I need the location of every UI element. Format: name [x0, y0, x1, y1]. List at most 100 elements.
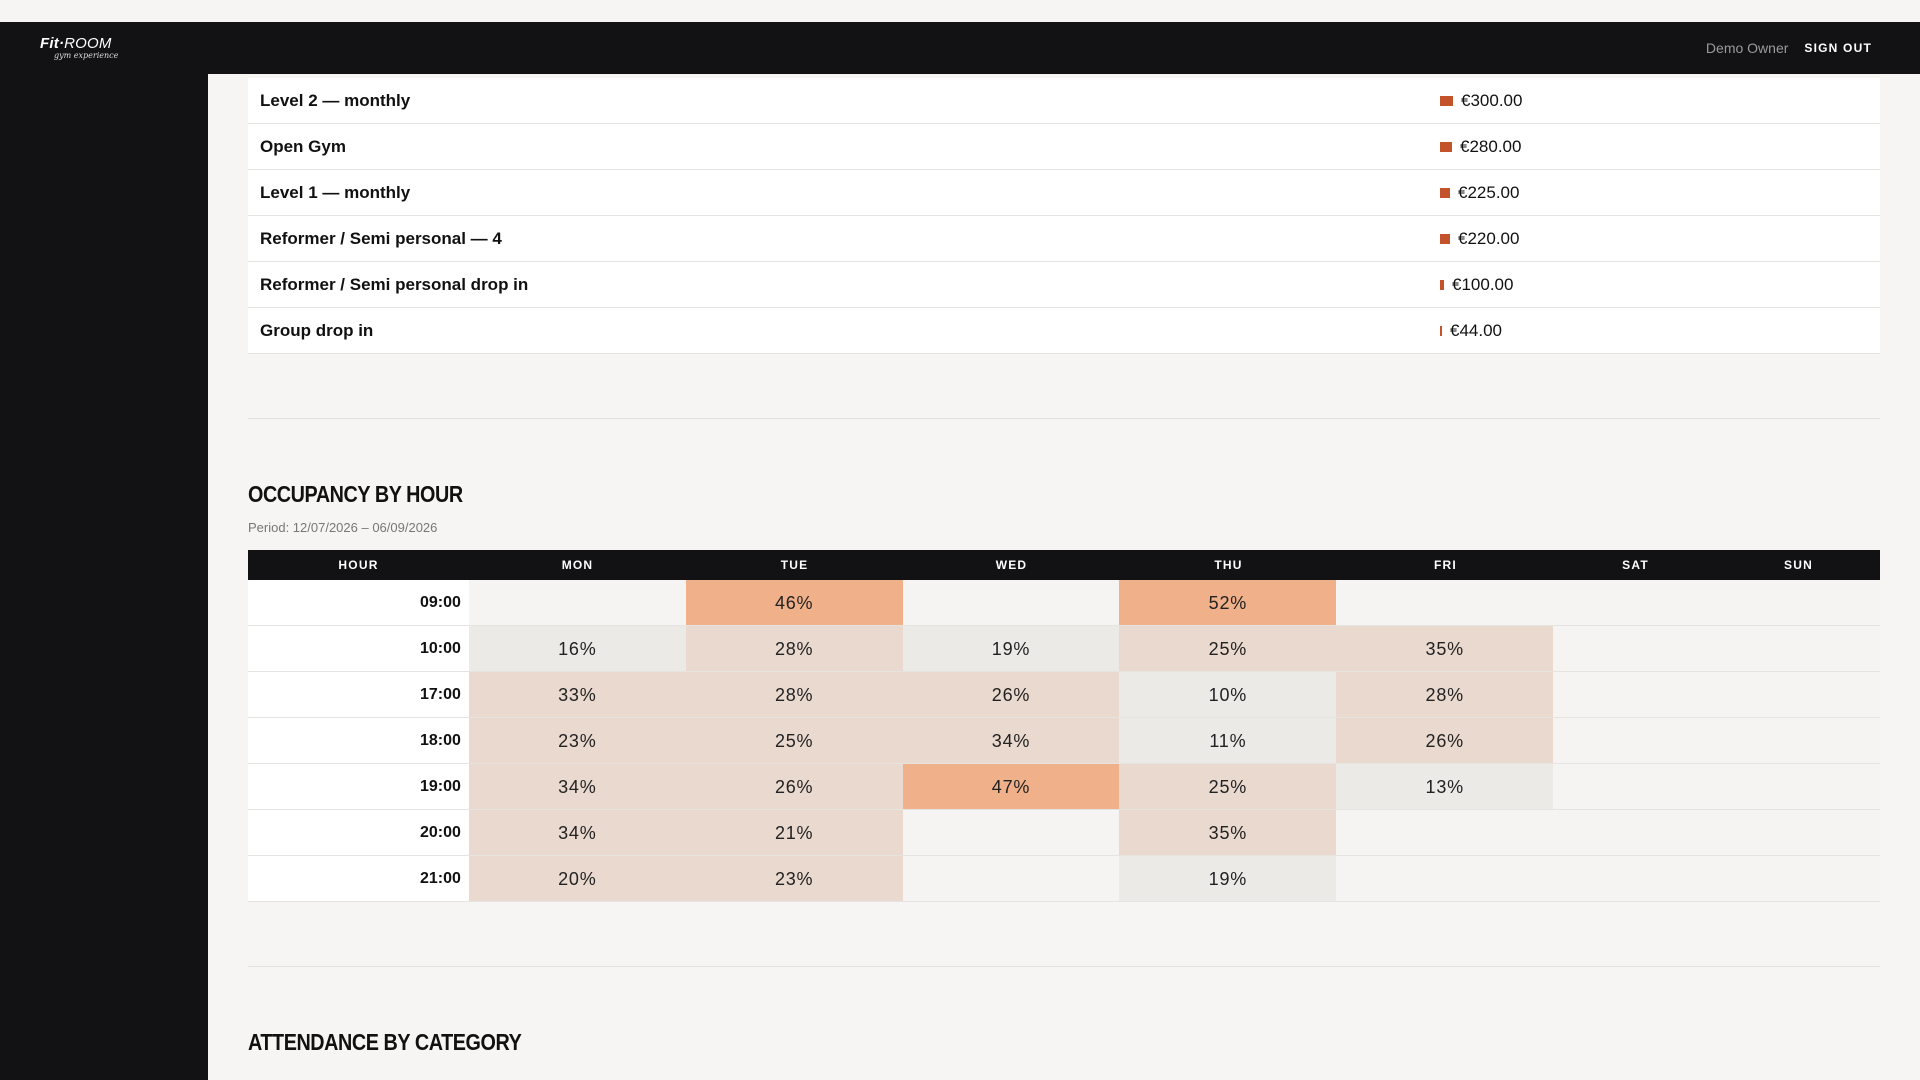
top-strip [0, 0, 1920, 22]
table-row: Level 2 — monthly €300.00 [248, 78, 1880, 124]
sidebar [0, 74, 208, 1080]
plan-amount: €220.00 [1458, 228, 1520, 248]
heatmap-cell: 23% [468, 718, 686, 763]
heatmap-cell: 46% [685, 580, 903, 625]
plan-name: Open Gym [260, 136, 346, 156]
heatmap-cell-sat [1553, 626, 1717, 671]
heatmap-cell: 26% [902, 672, 1120, 717]
logo-wordmark: Fit·ROOM [40, 35, 112, 52]
revenue-bar [1440, 233, 1450, 244]
fitroom-logo[interactable]: Fit·ROOM gym experience [40, 36, 118, 60]
plan-name: Reformer / Semi personal — 4 [260, 228, 502, 248]
heatmap-cell-sat [1553, 672, 1717, 717]
table-row: Level 1 — monthly €225.00 [248, 170, 1880, 216]
heatmap-row: 21:00 20% 23% 19% [248, 856, 1880, 902]
heatmap-cell: 34% [902, 718, 1120, 763]
heatmap-cell: 21% [685, 810, 903, 855]
top-bar: Fit·ROOM gym experience Demo Owner SIGN … [0, 22, 1920, 74]
heatmap-cell: 19% [1119, 856, 1337, 901]
revenue-bar [1440, 279, 1444, 290]
heatmap-cell: 28% [685, 626, 903, 671]
heatmap-cell [902, 580, 1120, 625]
plan-amount: €225.00 [1458, 182, 1520, 202]
user-area: Demo Owner SIGN OUT [1706, 40, 1872, 56]
heatmap-cell-sun [1716, 810, 1880, 855]
heatmap-cell-sat [1553, 718, 1717, 763]
col-header-thu: THU [1214, 558, 1243, 572]
table-row: Reformer / Semi personal — 4 €220.00 [248, 216, 1880, 262]
table-row: Reformer / Semi personal drop in €100.00 [248, 262, 1880, 308]
revenue-bar [1440, 187, 1450, 198]
revenue-bar [1440, 325, 1442, 336]
heatmap-cell-sun [1716, 856, 1880, 901]
col-header-sun: SUN [1784, 558, 1813, 572]
col-header-sat: SAT [1622, 558, 1649, 572]
heatmap-cell-sat [1553, 764, 1717, 809]
heatmap-cell: 34% [468, 764, 686, 809]
occupancy-period: Period: 12/07/2026 – 06/09/2026 [248, 520, 438, 535]
heatmap-cell-sun [1716, 764, 1880, 809]
user-name: Demo Owner [1705, 40, 1789, 56]
plan-amount: €280.00 [1460, 136, 1522, 156]
occupancy-heatmap: HOUR MON TUE WED THU FRI SAT SUN 09:00 46… [248, 550, 1880, 902]
plan-name: Level 2 — monthly [260, 90, 411, 110]
heatmap-cell: 23% [685, 856, 903, 901]
heatmap-cell-sun [1716, 580, 1880, 625]
heatmap-cell: 25% [685, 718, 903, 763]
occupancy-title: OCCUPANCY BY HOUR [248, 481, 463, 507]
heatmap-cell-sun [1716, 672, 1880, 717]
plan-amount: €100.00 [1452, 274, 1514, 294]
heatmap-cell-sat [1553, 856, 1717, 901]
heatmap-cell: 28% [1336, 672, 1554, 717]
heatmap-row: 20:00 34% 21% 35% [248, 810, 1880, 856]
heatmap-cell-sun [1716, 626, 1880, 671]
attendance-title: ATTENDANCE BY CATEGORY [248, 1029, 522, 1055]
plan-value: €100.00 [1440, 275, 1513, 295]
plan-name: Level 1 — monthly [260, 182, 411, 202]
hour-label: 10:00 [248, 626, 469, 671]
heatmap-cell: 35% [1119, 810, 1337, 855]
heatmap-row: 18:00 23% 25% 34% 11% 26% [248, 718, 1880, 764]
heatmap-row: 19:00 34% 26% 47% 25% 13% [248, 764, 1880, 810]
heatmap-cell [468, 580, 686, 625]
hour-label: 09:00 [248, 580, 469, 625]
heatmap-cell [1336, 810, 1554, 855]
plan-name: Reformer / Semi personal drop in [260, 274, 529, 294]
hour-label: 20:00 [248, 810, 469, 855]
table-row: Group drop in €44.00 [248, 308, 1880, 354]
col-header-tue: TUE [780, 558, 809, 572]
sign-out-button[interactable]: SIGN OUT [1804, 41, 1872, 55]
heatmap-cell: 25% [1119, 764, 1337, 809]
heatmap-cell [902, 810, 1120, 855]
heatmap-cell: 26% [1336, 718, 1554, 763]
heatmap-cell: 13% [1336, 764, 1554, 809]
heatmap-row: 10:00 16% 28% 19% 25% 35% [248, 626, 1880, 672]
heatmap-cell: 28% [685, 672, 903, 717]
heatmap-cell: 10% [1119, 672, 1337, 717]
heatmap-cell: 25% [1119, 626, 1337, 671]
main-content[interactable]: Level 2 — monthly €300.00 Open Gym €280.… [208, 74, 1920, 1080]
heatmap-cell: 47% [902, 764, 1120, 809]
heatmap-body: 09:00 46% 52% 10:00 16% 28% 19% 25% 35% 17:00 33% 2… [248, 580, 1880, 902]
col-header-wed: WED [995, 558, 1028, 572]
plan-value: €280.00 [1440, 137, 1521, 157]
heatmap-cell: 33% [468, 672, 686, 717]
hour-label: 19:00 [248, 764, 469, 809]
heatmap-cell: 20% [468, 856, 686, 901]
revenue-by-plan-table: Level 2 — monthly €300.00 Open Gym €280.… [248, 78, 1880, 354]
heatmap-cell-sun [1716, 718, 1880, 763]
revenue-bar [1440, 141, 1452, 152]
heatmap-cell [1336, 856, 1554, 901]
revenue-bar [1440, 95, 1453, 106]
heatmap-header: HOUR MON TUE WED THU FRI SAT SUN [248, 550, 1880, 580]
heatmap-cell [902, 856, 1120, 901]
heatmap-row: 09:00 46% 52% [248, 580, 1880, 626]
hour-label: 21:00 [248, 856, 469, 901]
plan-amount: €44.00 [1450, 320, 1502, 340]
col-header-fri: FRI [1434, 558, 1457, 572]
col-header-hour: HOUR [338, 558, 379, 572]
table-row: Open Gym €280.00 [248, 124, 1880, 170]
plan-name: Group drop in [260, 320, 374, 340]
heatmap-cell: 16% [468, 626, 686, 671]
heatmap-cell: 34% [468, 810, 686, 855]
